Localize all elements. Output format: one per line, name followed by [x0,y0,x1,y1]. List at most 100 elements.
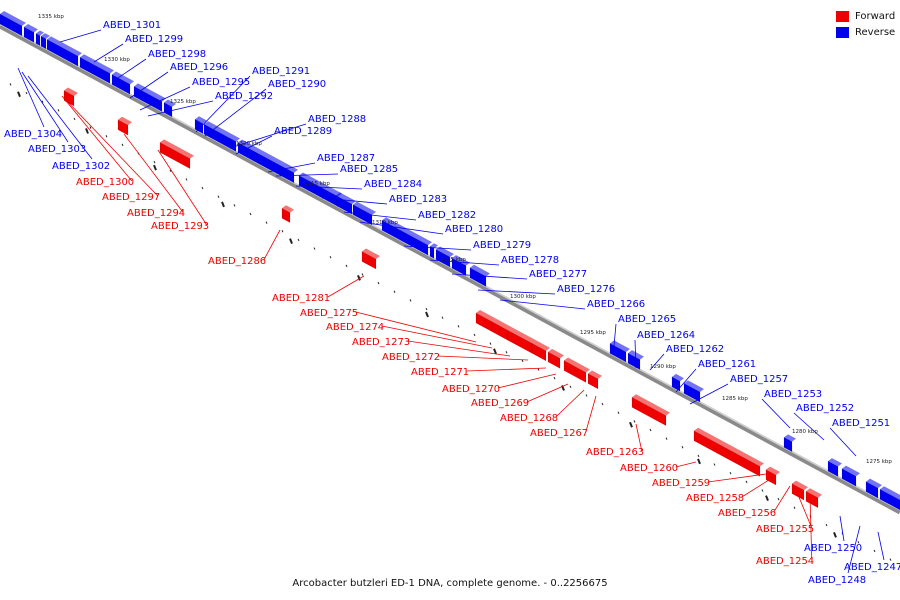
leader-line [585,395,597,433]
genome-axis [0,23,900,515]
tick-mark [73,117,76,121]
leader-line [267,162,316,173]
reverse-gene-block [435,246,454,268]
tick-mark [265,221,268,224]
leader-line [707,473,767,483]
leader-line [795,489,813,529]
leader-line [157,149,208,226]
gene-label: ABED_1267 [530,428,588,439]
tick-mark [441,316,444,319]
tick-mark [665,437,668,440]
reverse-gene-block [683,380,704,403]
leader-line [263,229,281,261]
tick-mark [105,135,108,138]
reverse-gene-block [23,23,38,43]
gene-label: ABED_1303 [28,144,86,155]
leader-line [359,221,444,235]
forward-swatch [836,10,849,22]
scale-label: 1325 kbp [170,99,196,105]
tick-mark [25,91,28,95]
reverse-gene-block [865,478,882,499]
tick-mark [873,549,876,553]
leader-line [634,339,637,369]
tick-mark [361,273,364,276]
major-tick-mark [17,91,21,98]
leader-line [65,99,159,197]
scale-labels: 1335 kbp 1330 kbp 1325 kbp 1320 kbp 1315 kbp… [38,14,892,465]
leader-line [123,133,184,213]
gene-label: ABED_1271 [411,367,469,378]
legend-forward: Forward [836,8,895,24]
gene-label: ABED_1257 [730,374,788,385]
leader-line [877,531,885,561]
tick-mark [617,411,620,414]
tick-mark [537,368,540,371]
reverse-gene-block [279,162,298,184]
leader-line [229,123,307,149]
scale-label: 1285 kbp [722,396,748,402]
tick-mark [41,100,44,103]
major-tick-mark [425,311,429,318]
gene-label: ABED_1292 [215,91,273,102]
gene-label: ABED_1255 [756,524,814,535]
reverse-gene-block [40,33,50,50]
gene-label: ABED_1275 [300,308,358,319]
gene-label: ABED_1299 [125,34,183,45]
forward-gene-block [117,116,132,136]
gene-label: ABED_1272 [382,352,440,363]
tick-mark [9,83,12,86]
gene-label: ABED_1297 [102,192,160,203]
reverse-gene-block [827,458,842,477]
major-tick-mark [153,164,157,171]
forward-gene-block [791,480,808,501]
major-tick-mark [289,238,293,244]
leader-line [343,211,417,221]
gene-label: ABED_1283 [389,194,447,205]
tick-mark [857,541,860,544]
gene-label: ABED_1259 [652,478,710,489]
gene-label: ABED_1298 [148,49,206,60]
major-tick-mark [833,531,837,538]
tick-mark [169,169,172,173]
gene-label: ABED_1268 [500,413,558,424]
leader-line [27,75,93,160]
scale-label: 1300 kbp [510,294,536,300]
gene-label: ABED_1281 [272,293,330,304]
tick-mark [681,446,684,449]
reverse-gene-block [671,373,684,392]
leader-line [275,173,339,177]
tick-mark [217,195,220,198]
leader-line [355,311,477,343]
leader-line [466,367,547,372]
scale-label: 1335 kbp [38,14,64,20]
leader-line [675,461,697,468]
tick-mark [233,204,236,207]
tick-mark [777,497,780,501]
tick-mark [729,471,732,475]
forward-gene-block [159,139,194,170]
legend-reverse-label: Reverse [855,26,896,38]
tick-mark [473,333,476,337]
reverse-gene-block [429,243,438,259]
leader-line [327,275,365,298]
tick-mark [121,143,124,147]
leader-line [195,75,251,133]
gene-label: ABED_1261 [698,359,756,370]
gene-label: ABED_1269 [471,398,529,409]
scale-label: 1310 kbp [372,220,398,226]
leader-line [675,368,697,393]
reverse-gene-block [0,11,26,37]
leader-line [295,185,363,190]
tick-mark [297,238,300,242]
tick-mark [713,463,716,466]
legend: Forward Reverse [836,8,895,40]
gene-label: ABED_1290 [268,79,326,90]
leader-line [741,477,773,498]
forward-gene-block [805,488,822,509]
reverse-gene-block [194,116,207,135]
leader-line [635,423,643,452]
gene-label: ABED_1277 [529,269,587,280]
gene-label: ABED_1302 [52,161,110,172]
gene-label: ABED_1270 [442,384,500,395]
